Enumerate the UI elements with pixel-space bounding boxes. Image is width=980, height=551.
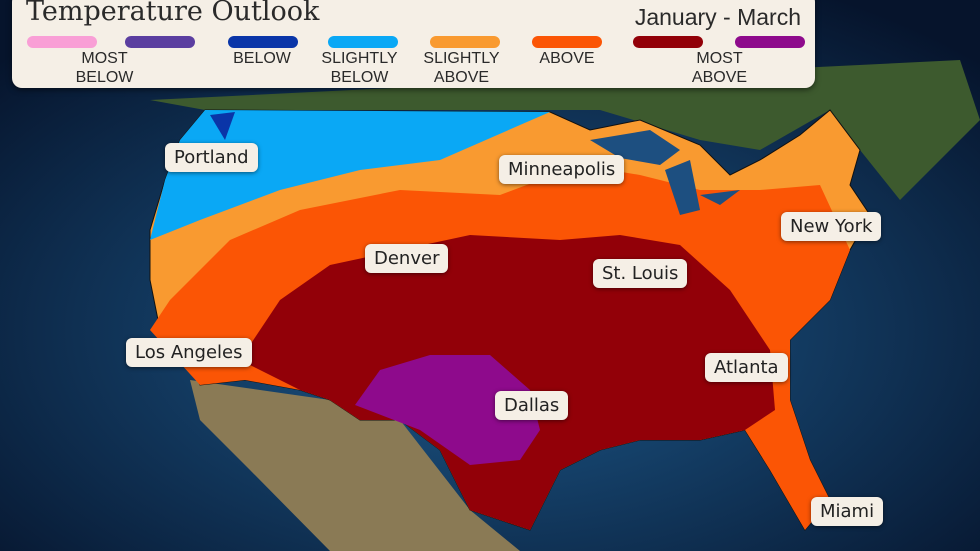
legend: Temperature Outlook January - March MOST… [12, 0, 815, 88]
zone-below [210, 112, 235, 140]
legend-label-most-above: MOST ABOVE [691, 50, 748, 86]
city-label-portland: Portland [165, 143, 258, 172]
legend-label-most-below: MOST BELOW [75, 50, 134, 86]
city-label-atlanta: Atlanta [705, 353, 788, 382]
legend-period: January - March [634, 4, 801, 30]
legend-title: Temperature Outlook [26, 0, 320, 27]
legend-label-slightly-below: SLIGHTLY BELOW [321, 50, 398, 86]
swatch-above [532, 36, 602, 48]
zone-most-above-extreme [355, 355, 540, 465]
legend-label-above: ABOVE [539, 50, 595, 67]
zone-slightly-below [150, 110, 550, 240]
swatch-slightly-below [328, 36, 398, 48]
canada-land [150, 60, 980, 200]
city-label-st-louis: St. Louis [593, 259, 688, 288]
swatch-most-below-pink [27, 36, 97, 48]
city-label-new-york: New York [781, 212, 882, 241]
swatch-most-below-purple [125, 36, 195, 48]
city-label-miami: Miami [811, 497, 884, 526]
legend-label-slightly-above: SLIGHTLY ABOVE [423, 50, 500, 86]
swatch-most-above-red [633, 36, 703, 48]
city-label-denver: Denver [365, 244, 449, 273]
city-label-dallas: Dallas [495, 391, 569, 420]
legend-label-below: BELOW [233, 50, 291, 67]
city-label-los-angeles: Los Angeles [126, 338, 252, 367]
city-label-minneapolis: Minneapolis [499, 155, 625, 184]
swatch-most-above-purple [735, 36, 805, 48]
great-lakes [590, 130, 740, 215]
mexico-land [190, 380, 520, 551]
swatch-below [228, 36, 298, 48]
swatch-slightly-above [430, 36, 500, 48]
